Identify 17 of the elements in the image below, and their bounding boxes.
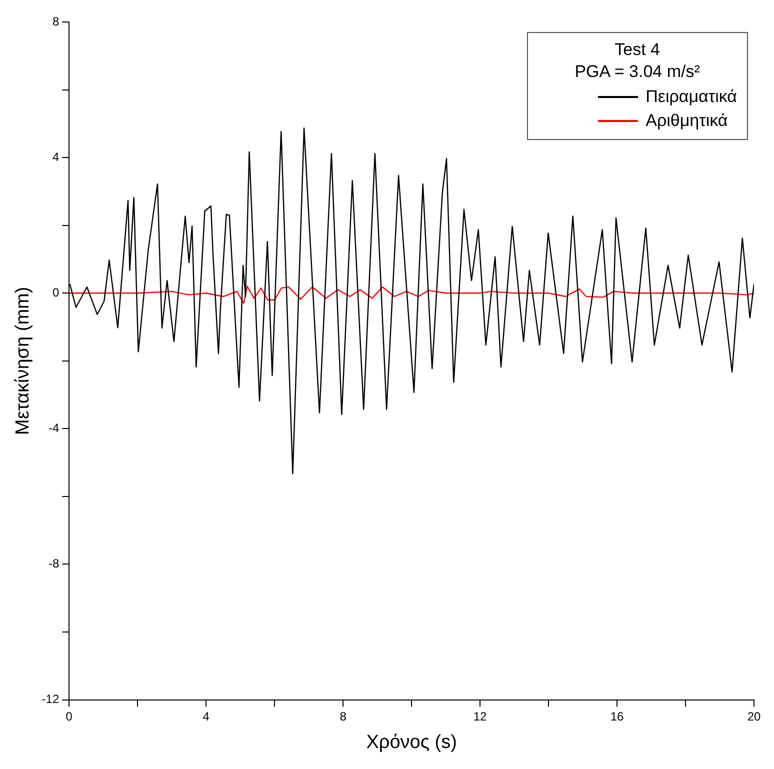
x-tick-label: 8 — [340, 709, 347, 724]
y-tick-label: 0 — [52, 285, 60, 300]
y-tick-label: -8 — [48, 556, 60, 571]
legend-title: Test 4 PGA = 3.04 m/s² — [574, 39, 701, 83]
x-tick-label: 12 — [473, 709, 488, 724]
y-tick-label: 8 — [52, 14, 60, 28]
x-tick-label: 4 — [202, 709, 210, 724]
x-tick-label: 20 — [747, 709, 761, 724]
legend-label: Πειραματικά — [646, 86, 737, 108]
y-tick-label: 4 — [52, 150, 60, 164]
x-tick-label: 16 — [610, 709, 624, 724]
y-tick-label: -12 — [42, 692, 60, 706]
y-tick-label: -4 — [48, 420, 60, 435]
y-axis-title: Μετακίνηση (mm) — [12, 286, 34, 435]
x-axis-title: Χρόνος (s) — [366, 732, 457, 753]
x-tick-label: 0 — [66, 709, 73, 724]
legend-label: Αριθμητικά — [646, 110, 728, 132]
